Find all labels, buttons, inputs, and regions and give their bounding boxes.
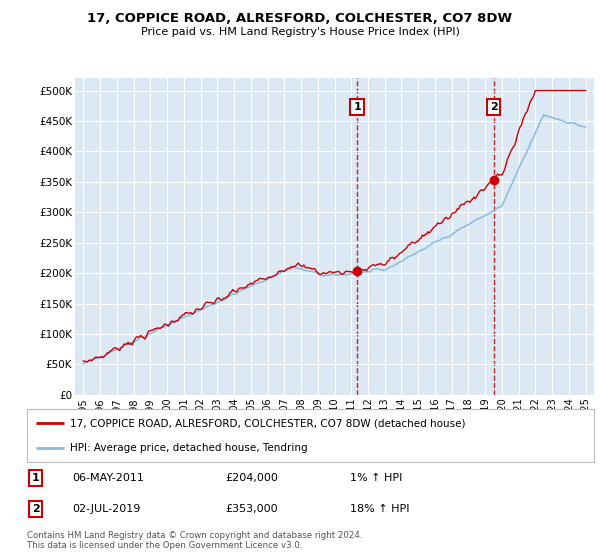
Text: 02-JUL-2019: 02-JUL-2019 — [73, 504, 141, 514]
Text: 17, COPPICE ROAD, ALRESFORD, COLCHESTER, CO7 8DW (detached house): 17, COPPICE ROAD, ALRESFORD, COLCHESTER,… — [70, 418, 465, 428]
Text: 18% ↑ HPI: 18% ↑ HPI — [350, 504, 410, 514]
Text: 1: 1 — [32, 473, 40, 483]
Text: Contains HM Land Registry data © Crown copyright and database right 2024.
This d: Contains HM Land Registry data © Crown c… — [27, 531, 362, 550]
Text: HPI: Average price, detached house, Tendring: HPI: Average price, detached house, Tend… — [70, 442, 307, 452]
Text: £353,000: £353,000 — [226, 504, 278, 514]
Text: 17, COPPICE ROAD, ALRESFORD, COLCHESTER, CO7 8DW: 17, COPPICE ROAD, ALRESFORD, COLCHESTER,… — [88, 12, 512, 25]
Text: Price paid vs. HM Land Registry's House Price Index (HPI): Price paid vs. HM Land Registry's House … — [140, 27, 460, 38]
Text: 2: 2 — [490, 102, 497, 112]
Text: 2: 2 — [32, 504, 40, 514]
Text: 1: 1 — [353, 102, 361, 112]
Text: £204,000: £204,000 — [226, 473, 278, 483]
Text: 06-MAY-2011: 06-MAY-2011 — [73, 473, 144, 483]
Text: 1% ↑ HPI: 1% ↑ HPI — [350, 473, 403, 483]
